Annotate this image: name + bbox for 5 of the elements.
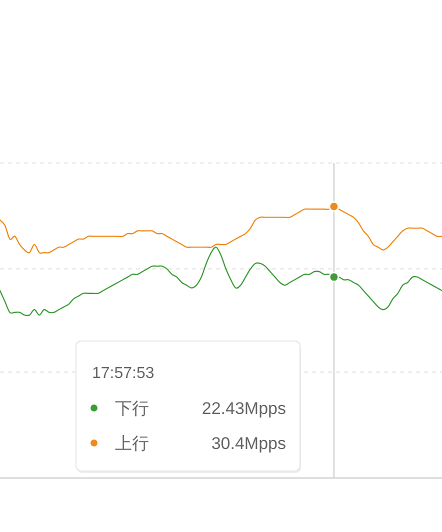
annotation: 22.43Mpps <box>202 399 286 418</box>
legend-label: 下行 <box>115 399 149 418</box>
legend-label: 上行 <box>115 434 149 453</box>
legend-title: 17:57:53 <box>92 365 154 382</box>
annotation: 30.4Mpps <box>211 434 286 453</box>
